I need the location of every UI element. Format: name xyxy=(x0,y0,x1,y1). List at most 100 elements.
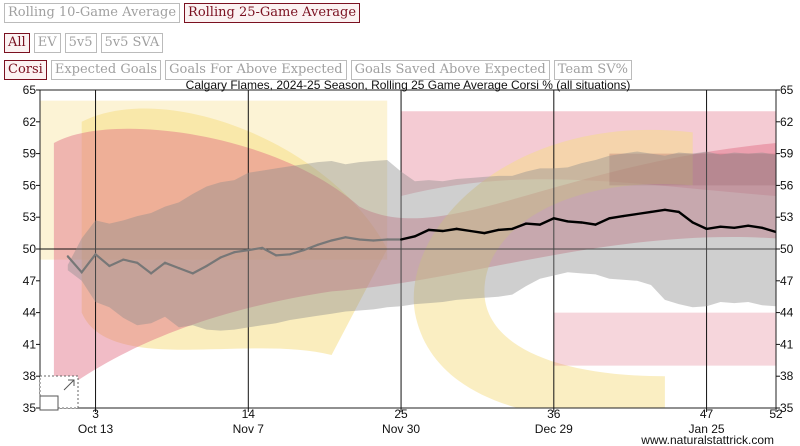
window-toggle-group: Rolling 10-Game Average Rolling 25-Game A… xyxy=(4,3,361,23)
data-point xyxy=(205,264,208,268)
y-tick-label-right: 44 xyxy=(780,306,794,320)
metric-button-team-sv[interactable]: Team SV% xyxy=(553,60,632,80)
metric-button-goals-for-above-expected[interactable]: Goals For Above Expected xyxy=(165,60,347,80)
x-tick-label-game: 25 xyxy=(394,407,408,421)
situation-button-ev[interactable]: EV xyxy=(33,33,61,53)
situation-toggle-group: All EV 5v5 5v5 SVA xyxy=(4,33,164,53)
data-point xyxy=(622,215,625,218)
data-point xyxy=(261,246,264,249)
y-tick-label-left: 38 xyxy=(23,369,37,383)
y-tick-label-right: 53 xyxy=(780,210,794,224)
data-point xyxy=(302,249,305,252)
x-tick-label-game: 52 xyxy=(769,407,783,421)
data-point xyxy=(441,229,444,233)
data-point xyxy=(663,208,667,211)
situation-button-all[interactable]: All xyxy=(4,33,30,53)
data-point xyxy=(427,228,430,231)
data-point xyxy=(608,217,611,220)
y-tick-label-left: 47 xyxy=(23,274,37,288)
data-point xyxy=(136,261,139,264)
data-point xyxy=(469,229,472,233)
range-band xyxy=(67,151,776,331)
metric-button-corsi[interactable]: Corsi xyxy=(4,60,47,80)
y-tick-label-left: 59 xyxy=(23,147,37,161)
data-point xyxy=(122,258,125,261)
data-point xyxy=(191,272,194,275)
y-tick-label-left: 56 xyxy=(23,178,37,192)
window-button-rolling-10-game-average[interactable]: Rolling 10-Game Average xyxy=(4,3,181,23)
data-point xyxy=(649,210,653,213)
y-tick-label-right: 38 xyxy=(780,369,794,383)
logo-lower-red xyxy=(553,312,776,366)
data-point xyxy=(94,253,97,256)
expand-icon[interactable] xyxy=(39,375,79,411)
data-point xyxy=(108,264,111,268)
y-axis-right: 35 38 41 44 47 50 53 56 59 62 65 xyxy=(776,83,794,415)
x-tick-label-game: 47 xyxy=(700,407,714,421)
y-tick-label-left: 62 xyxy=(23,115,37,129)
metric-button-goals-saved-above-expected[interactable]: Goals Saved Above Expected xyxy=(350,60,550,80)
data-point xyxy=(483,232,486,235)
window-button-rolling-25-game-average[interactable]: Rolling 25-Game Average xyxy=(184,3,361,23)
y-tick-label-left: 65 xyxy=(23,83,37,97)
x-tick-label-game: 36 xyxy=(547,407,561,421)
team-logo-watermark xyxy=(40,100,776,408)
logo-flame-red xyxy=(53,128,776,398)
data-point xyxy=(275,254,278,257)
data-point xyxy=(344,236,347,239)
site-watermark: www.naturalstattrick.com xyxy=(640,433,774,446)
y-tick-label-right: 56 xyxy=(780,178,794,192)
y-tick-label-left: 50 xyxy=(23,242,37,256)
x-tick-label-date: Oct 13 xyxy=(78,422,114,436)
data-point xyxy=(413,235,416,238)
chart-title: Calgary Flames, 2024-25 Season, Rolling … xyxy=(186,78,631,92)
x-tick-label-date: Nov 30 xyxy=(382,422,420,436)
data-point xyxy=(538,223,542,226)
data-point xyxy=(66,255,69,258)
data-point xyxy=(455,227,458,230)
y-tick-label-right: 35 xyxy=(780,401,794,415)
logo-flame-gold xyxy=(81,108,388,355)
data-point xyxy=(719,225,722,228)
data-point xyxy=(316,243,319,246)
y-tick-label-right: 65 xyxy=(780,83,794,97)
y-tick-label-left: 44 xyxy=(23,306,37,320)
data-point xyxy=(150,272,153,275)
x-tick-label-date: Nov 7 xyxy=(233,422,265,436)
metric-toggle-group: Corsi Expected Goals Goals For Above Expec… xyxy=(4,60,632,80)
logo-dark-accent xyxy=(609,153,776,186)
y-axis-left: 35 38 41 44 47 50 53 56 59 62 65 xyxy=(23,83,40,415)
data-point xyxy=(400,238,403,241)
data-point xyxy=(163,261,167,264)
data-point xyxy=(594,223,597,226)
situation-button-5v5-sva[interactable]: 5v5 SVA xyxy=(100,33,164,53)
y-tick-label-right: 50 xyxy=(780,242,794,256)
metric-button-expected-goals[interactable]: Expected Goals xyxy=(50,60,162,80)
range-band-area xyxy=(67,151,776,331)
x-tick-label-date: Jan 25 xyxy=(689,422,725,436)
data-point xyxy=(705,227,708,230)
situation-button-5v5[interactable]: 5v5 xyxy=(64,33,97,53)
data-point xyxy=(358,238,361,241)
data-point xyxy=(330,239,333,242)
data-point xyxy=(524,222,528,225)
data-point xyxy=(761,226,764,229)
data-point xyxy=(566,220,569,223)
x-tick-label-game: 3 xyxy=(92,407,99,421)
data-point xyxy=(177,267,180,270)
data-point xyxy=(552,217,555,220)
data-point xyxy=(733,226,736,229)
data-point xyxy=(219,256,222,259)
data-point xyxy=(691,221,694,224)
y-tick-label-left: 35 xyxy=(23,401,37,415)
data-point xyxy=(580,221,583,224)
y-tick-label-right: 41 xyxy=(780,337,794,351)
data-point xyxy=(233,251,236,254)
data-point xyxy=(497,228,500,231)
logo-letter-c xyxy=(413,129,693,408)
series-lines xyxy=(66,208,776,275)
data-point xyxy=(511,227,514,230)
data-point xyxy=(372,239,375,242)
corsi-chart: 35 38 41 44 47 50 53 56 59 62 65 35 38 41 44 47 50 53 56 5… xyxy=(23,78,794,446)
